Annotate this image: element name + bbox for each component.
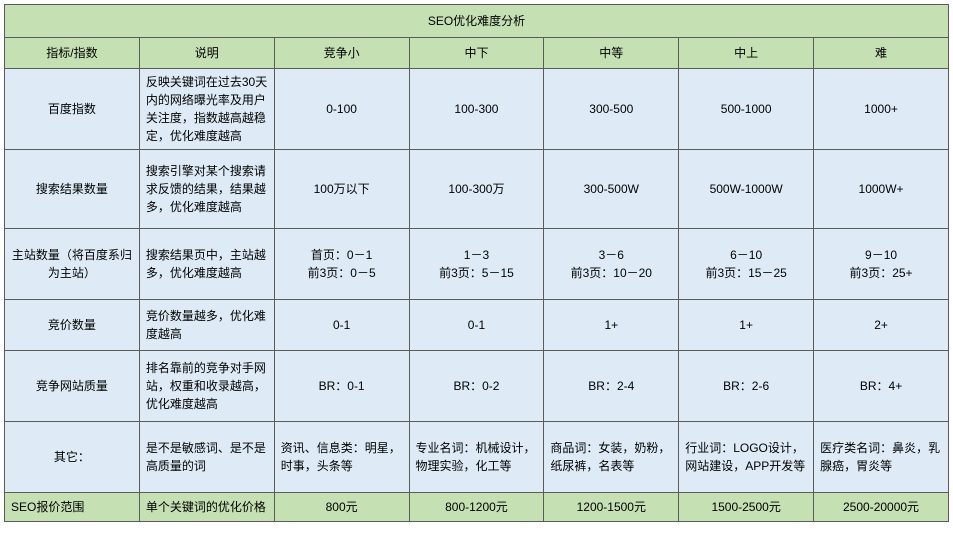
cell-metric: 竞价数量: [5, 300, 140, 351]
seo-table: SEO优化难度分析 指标/指数 说明 竞争小 中下 中等 中上 难 百度指数 反…: [4, 4, 949, 522]
cell-metric: 搜索结果数量: [5, 150, 140, 229]
cell-l4: BR：2-6: [679, 351, 814, 422]
header-l3: 中等: [544, 38, 679, 69]
cell-l3: 商品词：女装，奶粉，纸尿裤，名表等: [544, 422, 679, 493]
cell-l1: 0-1: [274, 300, 409, 351]
table-row: 搜索结果数量 搜索引擎对某个搜索请求反馈的结果，结果越多，优化难度越高 100万…: [5, 150, 949, 229]
cell-l1: 0-100: [274, 69, 409, 150]
header-l1: 竞争小: [274, 38, 409, 69]
cell-l4: 500-1000: [679, 69, 814, 150]
header-l5: 难: [814, 38, 949, 69]
cell-l4: 1+: [679, 300, 814, 351]
header-desc: 说明: [139, 38, 274, 69]
cell-l5: 9－10 前3页：25+: [814, 229, 949, 300]
table-row: 竞争网站质量 排名靠前的竞争对手网站，权重和收录越高，优化难度越高 BR：0-1…: [5, 351, 949, 422]
table-title: SEO优化难度分析: [5, 5, 949, 38]
cell-l2: 专业名词：机械设计，物理实验，化工等: [409, 422, 544, 493]
cell-l2: 100-300: [409, 69, 544, 150]
cell-l2: 1－3 前3页：5－15: [409, 229, 544, 300]
cell-l5: 1000W+: [814, 150, 949, 229]
title-row: SEO优化难度分析: [5, 5, 949, 38]
footer-desc: 单个关键词的优化价格: [139, 493, 274, 522]
footer-l5: 2500-20000元: [814, 493, 949, 522]
cell-metric: 主站数量（将百度系归为主站）: [5, 229, 140, 300]
cell-l1: 100万以下: [274, 150, 409, 229]
cell-l1: BR：0-1: [274, 351, 409, 422]
cell-desc: 排名靠前的竞争对手网站，权重和收录越高，优化难度越高: [139, 351, 274, 422]
footer-row: SEO报价范围 单个关键词的优化价格 800元 800-1200元 1200-1…: [5, 493, 949, 522]
footer-l2: 800-1200元: [409, 493, 544, 522]
cell-desc: 反映关键词在过去30天内的网络曝光率及用户关注度，指数越高越稳定，优化难度越高: [139, 69, 274, 150]
footer-l1: 800元: [274, 493, 409, 522]
cell-l1: 资讯、信息类：明星，时事，头条等: [274, 422, 409, 493]
table-row: 主站数量（将百度系归为主站） 搜索结果页中，主站越多，优化难度越高 首页：0－1…: [5, 229, 949, 300]
header-metric: 指标/指数: [5, 38, 140, 69]
table-row: 百度指数 反映关键词在过去30天内的网络曝光率及用户关注度，指数越高越稳定，优化…: [5, 69, 949, 150]
footer-l4: 1500-2500元: [679, 493, 814, 522]
cell-desc: 搜索引擎对某个搜索请求反馈的结果，结果越多，优化难度越高: [139, 150, 274, 229]
cell-l4: 6－10 前3页：15－25: [679, 229, 814, 300]
table-row: 其它： 是不是敏感词、是不是高质量的词 资讯、信息类：明星，时事，头条等 专业名…: [5, 422, 949, 493]
cell-l3: BR：2-4: [544, 351, 679, 422]
table-row: 竞价数量 竞价数量越多，优化难度越高 0-1 0-1 1+ 1+ 2+: [5, 300, 949, 351]
cell-metric: 竞争网站质量: [5, 351, 140, 422]
cell-l5: 1000+: [814, 69, 949, 150]
cell-l4: 500W-1000W: [679, 150, 814, 229]
cell-desc: 竞价数量越多，优化难度越高: [139, 300, 274, 351]
cell-l2: BR：0-2: [409, 351, 544, 422]
cell-metric: 百度指数: [5, 69, 140, 150]
header-row: 指标/指数 说明 竞争小 中下 中等 中上 难: [5, 38, 949, 69]
cell-l3: 300-500W: [544, 150, 679, 229]
header-l2: 中下: [409, 38, 544, 69]
cell-l2: 0-1: [409, 300, 544, 351]
cell-l1: 首页：0－1 前3页：0－5: [274, 229, 409, 300]
footer-metric: SEO报价范围: [5, 493, 140, 522]
cell-l5: 医疗类名词：鼻炎，乳腺癌，胃炎等: [814, 422, 949, 493]
header-l4: 中上: [679, 38, 814, 69]
cell-l3: 300-500: [544, 69, 679, 150]
cell-l3: 1+: [544, 300, 679, 351]
cell-l4: 行业词：LOGO设计，网站建设，APP开发等: [679, 422, 814, 493]
footer-l3: 1200-1500元: [544, 493, 679, 522]
cell-desc: 是不是敏感词、是不是高质量的词: [139, 422, 274, 493]
cell-metric: 其它：: [5, 422, 140, 493]
cell-l5: BR：4+: [814, 351, 949, 422]
cell-l5: 2+: [814, 300, 949, 351]
cell-l3: 3－6 前3页：10－20: [544, 229, 679, 300]
cell-l2: 100-300万: [409, 150, 544, 229]
cell-desc: 搜索结果页中，主站越多，优化难度越高: [139, 229, 274, 300]
